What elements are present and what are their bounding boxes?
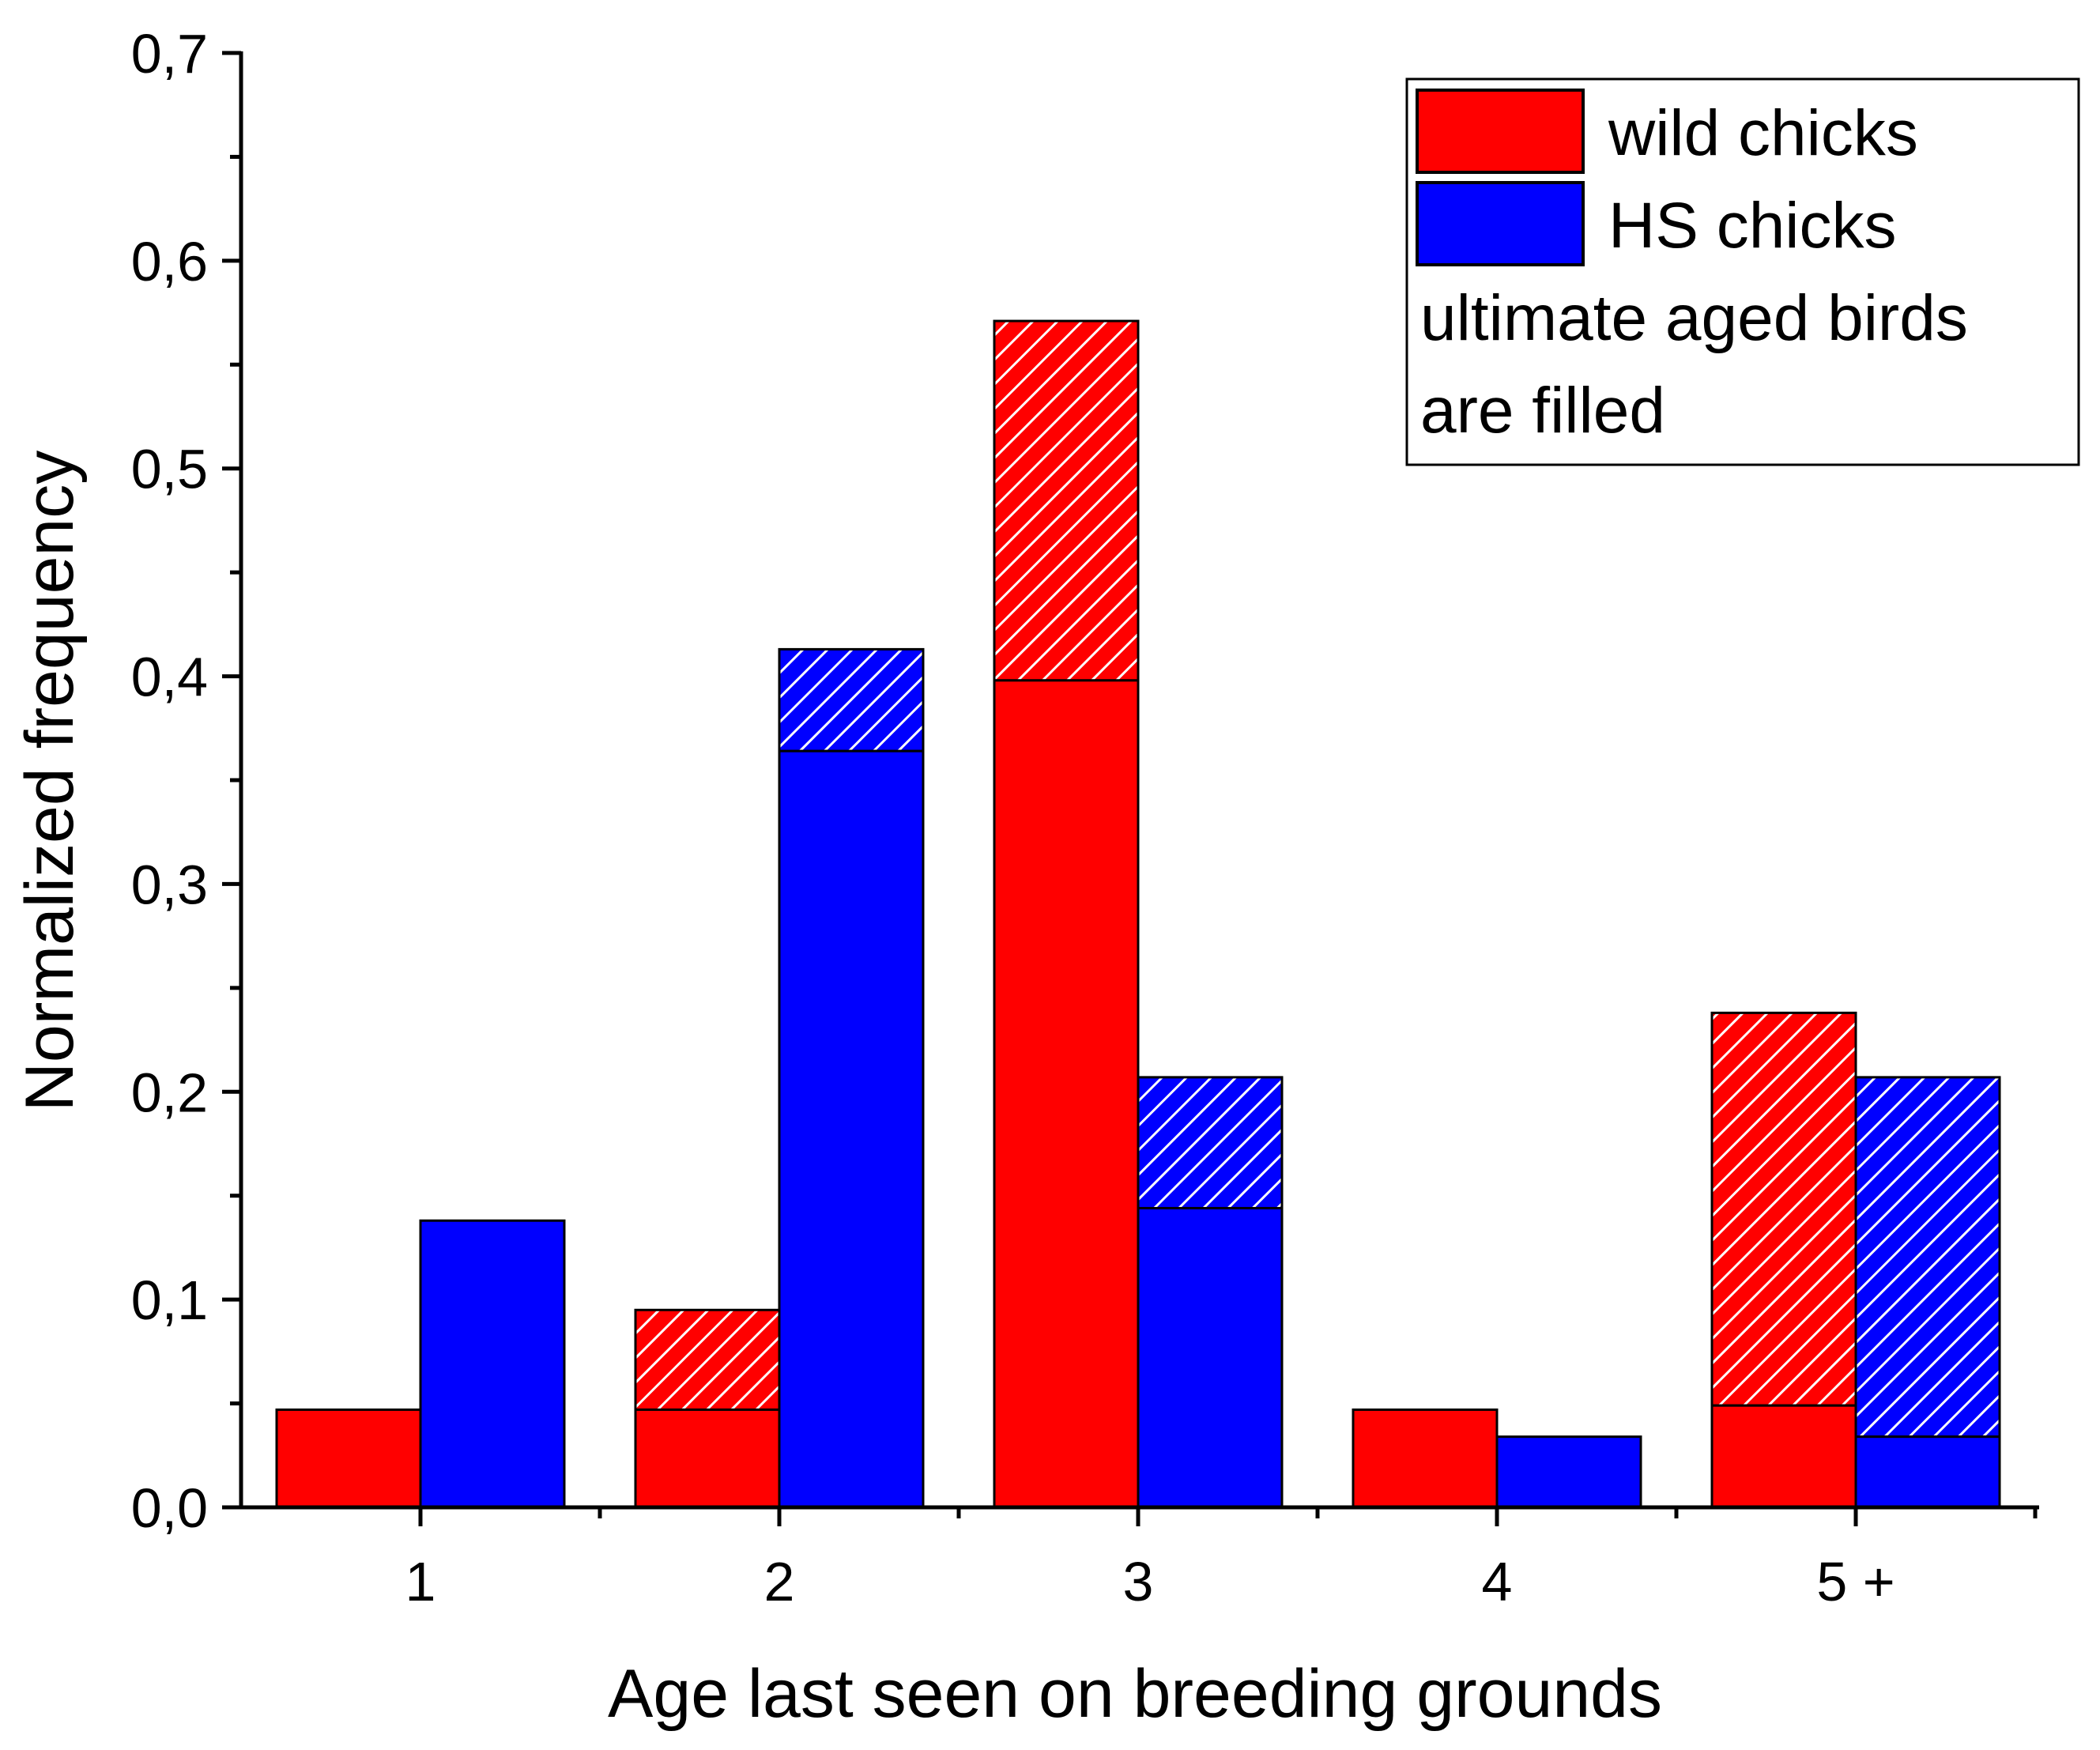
- legend-note-line2: are filled: [1420, 375, 1665, 447]
- y-tick-label: 0,1: [131, 1269, 208, 1331]
- legend-label-hs-chicks: HS chicks: [1608, 190, 1897, 262]
- y-tick-label: 0,0: [131, 1477, 208, 1539]
- x-tick-label: 1: [405, 1551, 436, 1612]
- legend-swatch-hs-chicks: [1416, 181, 1585, 266]
- bar-wild-filled-3: [993, 679, 1140, 1509]
- y-tick-label: 0,5: [131, 439, 208, 500]
- legend-label-wild-chicks: wild chicks: [1608, 97, 1918, 169]
- legend-swatch-wild-chicks: [1416, 89, 1585, 174]
- x-tick-label: 5 +: [1816, 1551, 1895, 1612]
- bar-wild-filled-4: [1352, 1408, 1499, 1509]
- x-tick-label: 4: [1482, 1551, 1513, 1612]
- bar-hs-filled-4: [1495, 1435, 1642, 1509]
- bar-wild-hatched-5: [1710, 1011, 1857, 1407]
- bar-wild-filled-1: [275, 1408, 422, 1509]
- x-axis-ticks: 1 2 3 4 5 +: [405, 1507, 2038, 1612]
- bar-wild-filled-2: [634, 1408, 781, 1509]
- y-tick-label: 0,6: [131, 231, 208, 292]
- x-axis-title: Age last seen on breeding grounds: [608, 1656, 1662, 1732]
- bar-wild-filled-5: [1710, 1404, 1857, 1509]
- bar-hs-filled-1: [419, 1219, 566, 1509]
- y-tick-label: 0,7: [131, 23, 208, 85]
- y-axis-ticks: 0,0 0,1 0,2 0,3 0,4 0,5 0,6 0,7: [131, 23, 241, 1539]
- legend: wild chicks HS chicks ultimate aged bird…: [1405, 77, 2080, 466]
- y-tick-label: 0,3: [131, 854, 208, 915]
- bar-wild-hatched-3: [993, 319, 1140, 682]
- bar-hs-hatched-3: [1137, 1076, 1284, 1209]
- bar-wild-hatched-2: [634, 1308, 781, 1411]
- bar-hs-filled-2: [778, 749, 925, 1509]
- x-tick-label: 2: [764, 1551, 795, 1612]
- bar-hs-hatched-2: [778, 647, 925, 752]
- bar-hs-filled-3: [1137, 1206, 1284, 1509]
- y-tick-label: 0,2: [131, 1062, 208, 1123]
- bar-hs-filled-5: [1854, 1435, 2001, 1509]
- bar-hs-hatched-5: [1854, 1076, 2001, 1439]
- bars-layer: [275, 319, 2001, 1509]
- y-tick-label: 0,4: [131, 647, 208, 708]
- x-tick-label: 3: [1123, 1551, 1154, 1612]
- y-axis-title: Normalized frequency: [12, 451, 88, 1111]
- legend-note-line1: ultimate aged birds: [1420, 282, 1968, 354]
